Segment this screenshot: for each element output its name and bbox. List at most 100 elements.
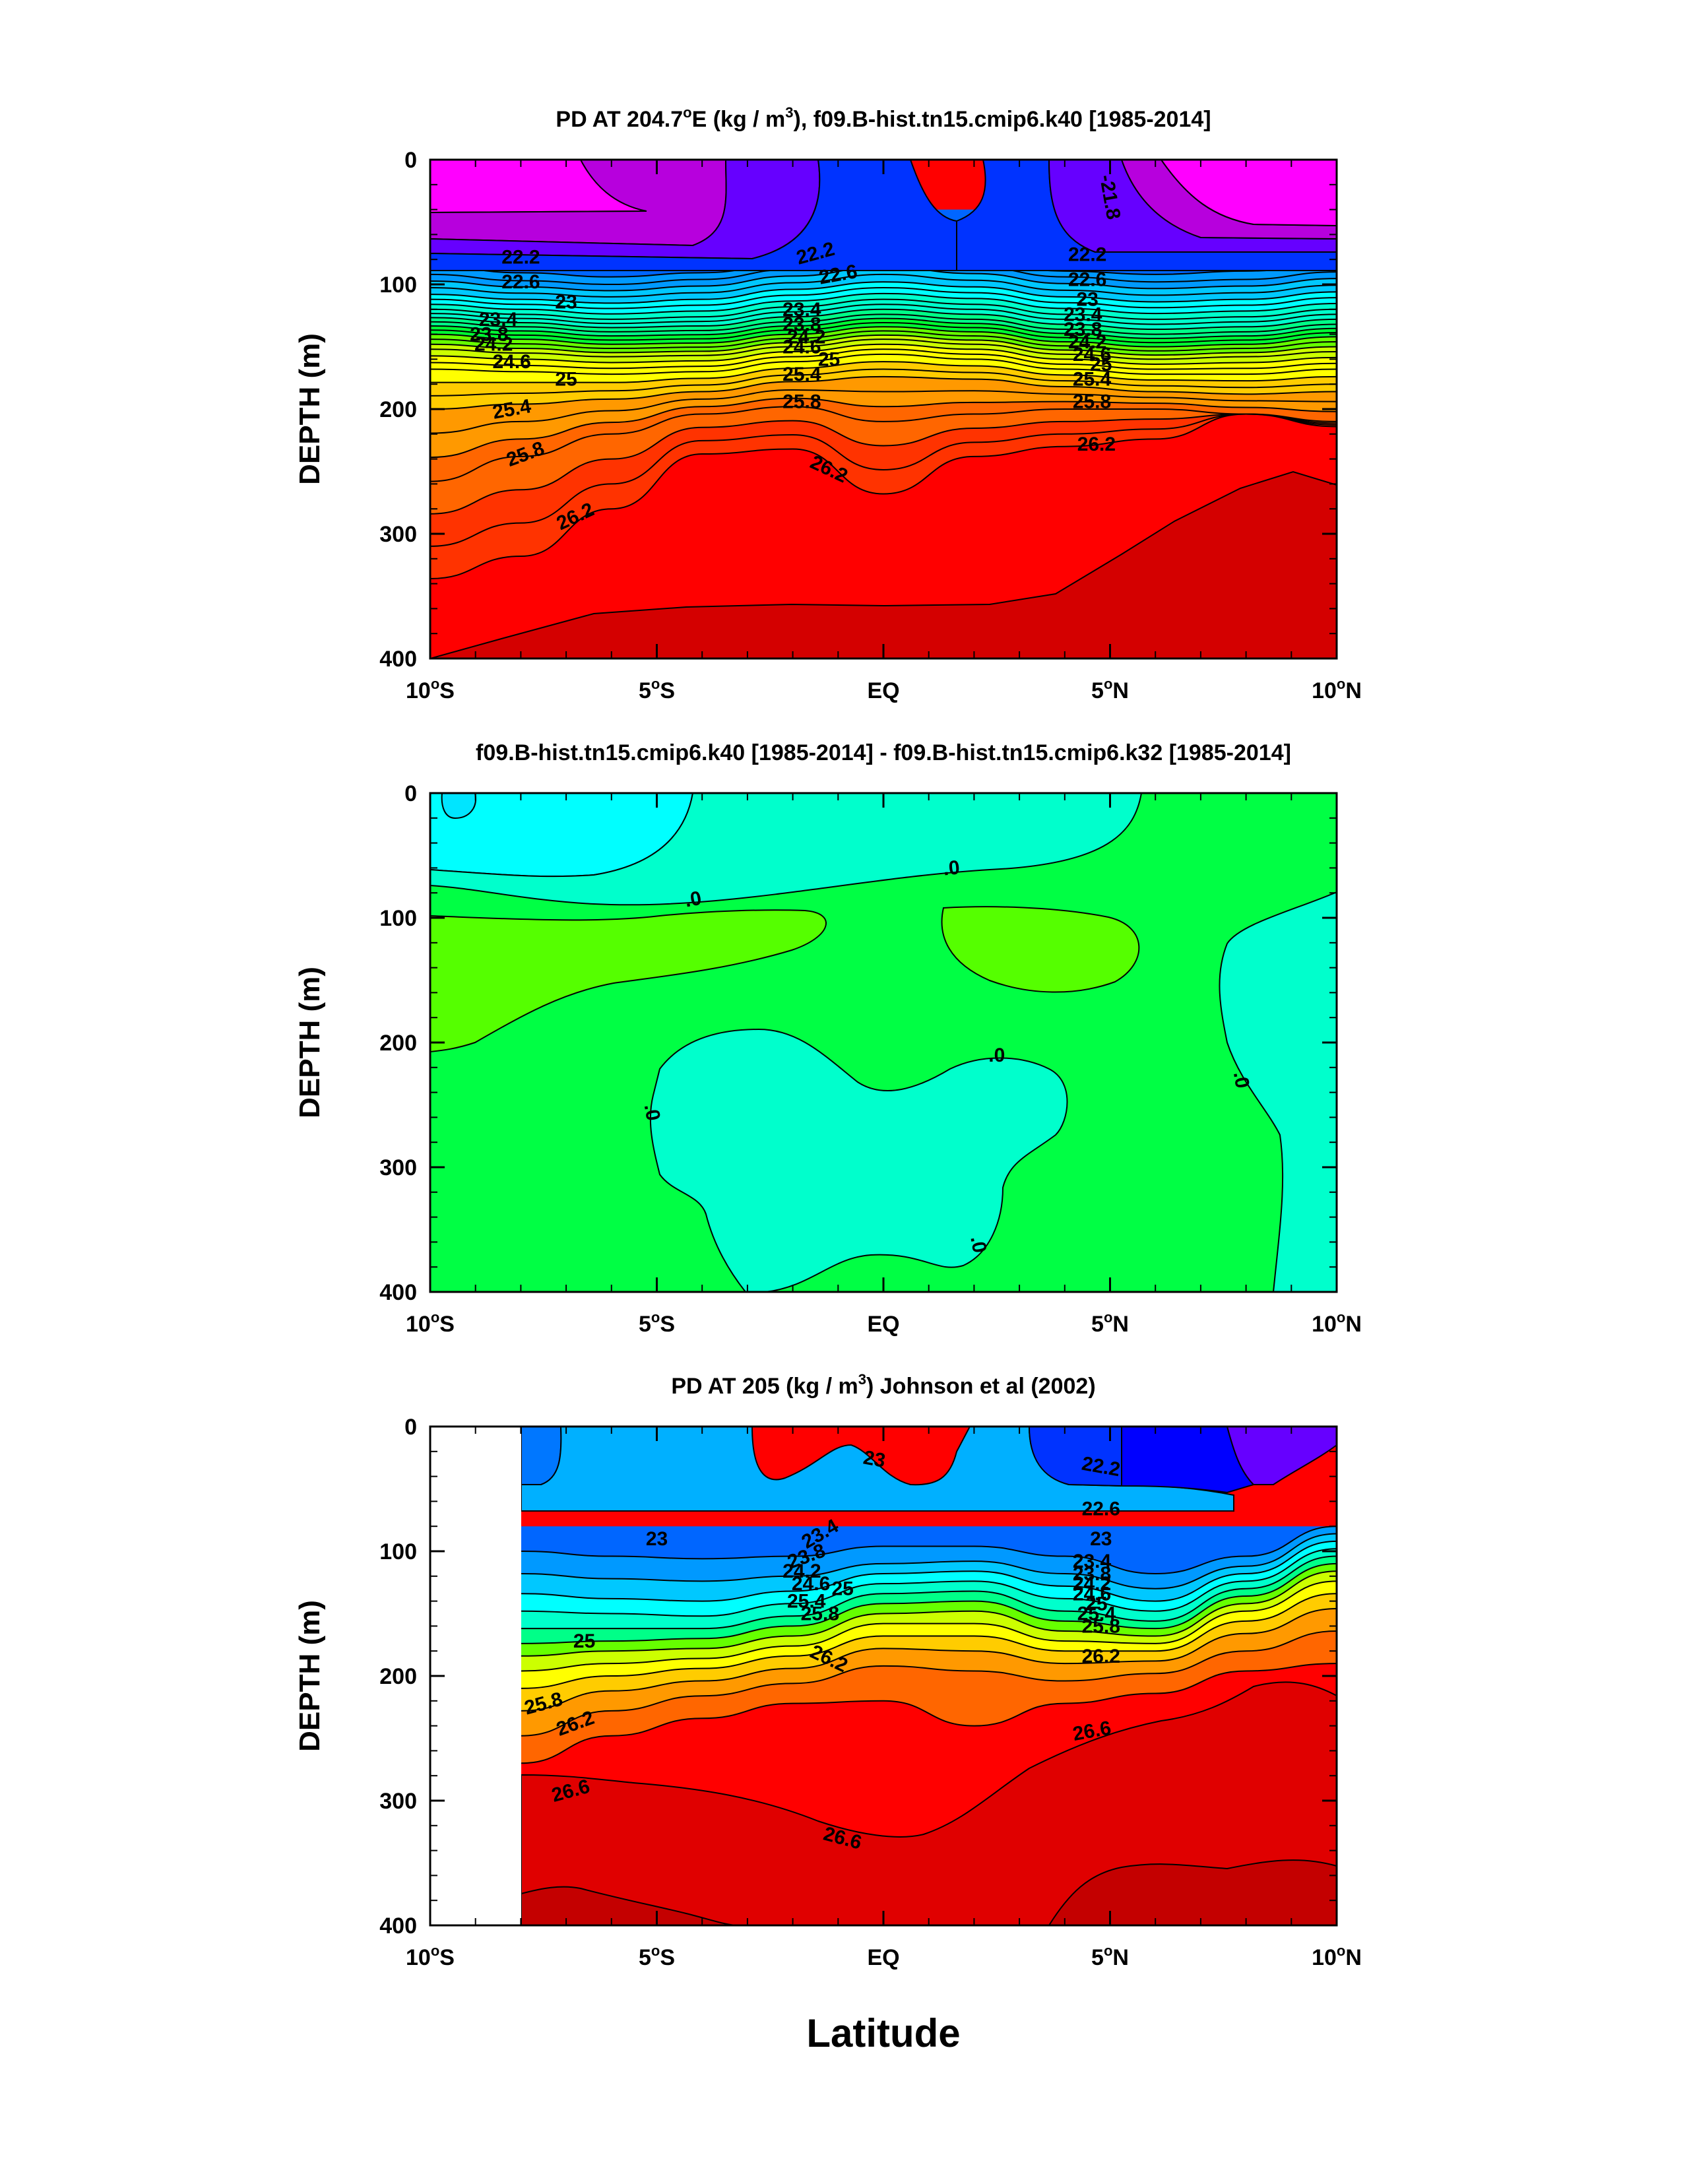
contour-label: 24.6 — [492, 351, 530, 373]
obs-isopycnal-band — [521, 1549, 1337, 1629]
diff-aqua-north-edge — [1219, 891, 1337, 1292]
isopycnal-band — [430, 414, 1337, 579]
panel-1-title: PD AT 204.7oE (kg / m3), f09.B-hist.tn15… — [556, 104, 1211, 132]
isopycnal-line — [430, 361, 1337, 383]
isopycnal-band — [430, 354, 1337, 383]
panel-2-title: f09.B-hist.tn15.cmip6.k40 [1985-2014] - … — [476, 740, 1291, 765]
isopycnal-band — [430, 299, 1337, 325]
panel-3-ylabel: DEPTH (m) — [294, 1600, 326, 1752]
y-tick-label: 100 — [379, 1539, 417, 1564]
y-tick-label: 0 — [404, 148, 417, 173]
contour-label: 25 — [1085, 1593, 1107, 1615]
x-tick-label: 5oS — [639, 1943, 675, 1970]
contour-label: 22.6 — [1082, 1498, 1120, 1520]
y-tick-label: 300 — [379, 522, 417, 547]
contour-label: .0 — [1229, 1070, 1254, 1090]
contour-label: .0 — [683, 887, 703, 912]
y-tick-label: 100 — [379, 273, 417, 298]
contour-label: 22.6 — [501, 271, 540, 293]
obs-isopycnal-line — [521, 1580, 1337, 1672]
obs-isopycnal-line — [521, 1663, 1337, 1764]
y-tick-label: 300 — [379, 1789, 417, 1814]
isopycnal-line — [430, 375, 1337, 410]
panel-1: PD AT 204.7oE (kg / m3), f09.B-hist.tn15… — [294, 104, 1362, 703]
contour-label: 25.8 — [1082, 1615, 1120, 1637]
obs-surface-violet-right — [1226, 1427, 1337, 1485]
isopycnal-line — [430, 413, 1337, 515]
contour-label: .0 — [942, 856, 961, 880]
obs-isopycnal-band — [521, 1571, 1337, 1671]
isopycnal-band — [430, 376, 1337, 434]
obs-isopycnal-line — [521, 1593, 1337, 1689]
x-tick-label: 5oN — [1091, 1309, 1129, 1337]
diff-aqua-upper — [430, 793, 1143, 906]
contour-label: 25.4 — [787, 1591, 826, 1613]
isopycnal-line — [430, 317, 1337, 339]
isopycnal-line — [430, 348, 1337, 370]
isopycnal-line — [430, 326, 1337, 348]
contour-label: 23.4 — [1073, 1551, 1112, 1572]
contour-label: 24.2 — [782, 1560, 821, 1582]
panel-2: f09.B-hist.tn15.cmip6.k40 [1985-2014] - … — [294, 740, 1362, 1337]
contour-label: .0 — [640, 1103, 664, 1122]
isopycnal-line — [430, 281, 1337, 304]
isopycnal-line — [430, 292, 1337, 315]
x-tick-label: 10oS — [406, 1943, 455, 1970]
contour-label: 26.2 — [1077, 434, 1116, 455]
contour-label: 25 — [1090, 354, 1112, 375]
panel-3: PD AT 205 (kg / m3) Johnson et al (2002)… — [294, 1371, 1362, 1970]
isopycnal-line — [430, 368, 1337, 397]
contour-label: .0 — [988, 1044, 1005, 1066]
surface-blue-center — [430, 160, 957, 271]
contour-label: 24.6 — [792, 1573, 830, 1595]
y-tick-label: 200 — [379, 397, 417, 422]
contour-label: 24.6 — [1073, 1583, 1111, 1605]
contour-label: 23 — [862, 1446, 887, 1471]
obs-surface-blue-right — [1028, 1427, 1122, 1487]
contour-label: 23.4 — [1064, 304, 1102, 325]
isopycnal-line — [430, 343, 1337, 365]
obs-isopycnal-band — [521, 1630, 1337, 1764]
isopycnal-line — [430, 330, 1337, 352]
y-tick-label: 100 — [379, 906, 417, 931]
x-tick-label: 5oS — [639, 676, 675, 703]
contour-label: .0 — [966, 1235, 990, 1254]
contour-label: 24.6 — [1073, 344, 1111, 366]
x-tick-label: 5oN — [1091, 676, 1129, 703]
obs-no-data-region — [430, 1427, 521, 1925]
obs-isopycnal-line — [521, 1555, 1337, 1630]
y-tick-label: 0 — [404, 781, 417, 806]
contour-label: 24.6 — [782, 337, 821, 358]
isopycnal-line — [430, 321, 1337, 344]
contour-label: 25.4 — [1077, 1603, 1116, 1625]
isopycnal-band — [430, 251, 1337, 284]
diff-aqua-central-blob — [649, 1028, 1068, 1292]
obs-darkred-mid — [521, 1681, 1337, 1925]
contour-label: 23 — [555, 291, 577, 313]
contour-label: 23 — [1090, 1528, 1112, 1550]
isopycnal-line — [430, 389, 1337, 434]
contour-label: 22.6 — [1068, 269, 1106, 290]
contour-label: 25.8 — [1073, 391, 1111, 413]
x-tick-label: 5oS — [639, 1309, 675, 1337]
y-tick-label: 400 — [379, 1913, 417, 1939]
obs-isopycnal-band — [521, 1526, 1337, 1589]
obs-isopycnal-band — [521, 1556, 1337, 1644]
panel-3-title: PD AT 205 (kg / m3) Johnson et al (2002) — [671, 1371, 1095, 1399]
contour-label: 23.4 — [782, 299, 821, 321]
obs-isopycnal-line — [521, 1607, 1337, 1712]
isopycnal-line — [430, 353, 1337, 375]
y-tick-label: 400 — [379, 647, 417, 672]
obs-isopycnal-line — [521, 1562, 1337, 1644]
panel-1-plot-area — [430, 160, 1337, 658]
diff-lightgreen-north-lobe — [941, 906, 1140, 993]
isopycnal-band — [430, 339, 1337, 364]
isopycnal-band — [430, 369, 1337, 409]
contour-label: 25 — [818, 348, 840, 370]
contour-label: 25.8 — [782, 391, 821, 413]
x-tick-label: 5oN — [1091, 1943, 1129, 1970]
y-tick-label: 200 — [379, 1664, 417, 1689]
obs-isopycnal-line — [521, 1630, 1337, 1737]
isopycnal-band — [430, 390, 1337, 458]
